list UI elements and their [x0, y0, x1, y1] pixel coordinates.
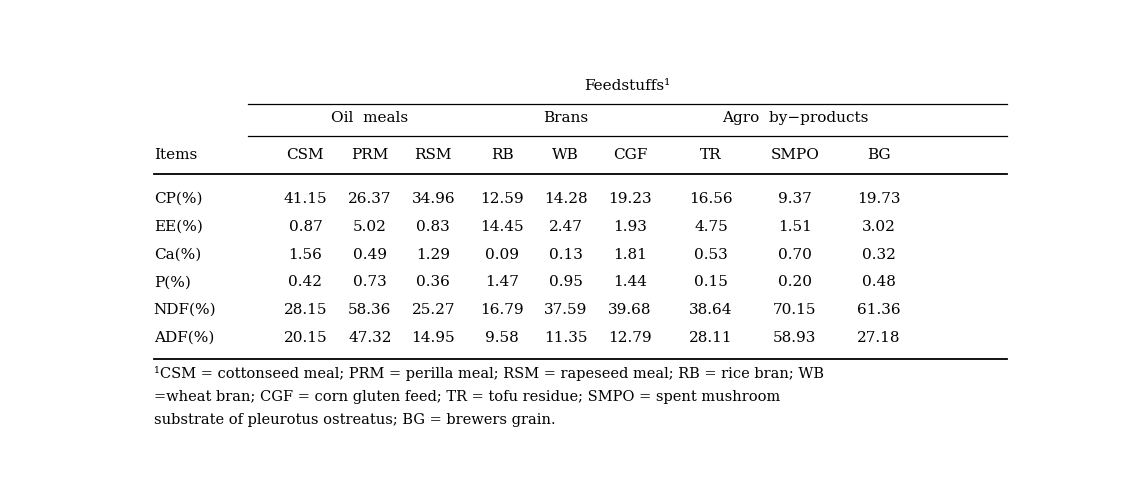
Text: 28.11: 28.11 [690, 331, 733, 345]
Text: 0.83: 0.83 [417, 220, 451, 234]
Text: Agro  by−products: Agro by−products [721, 111, 868, 125]
Text: 0.53: 0.53 [694, 248, 728, 261]
Text: 1.44: 1.44 [613, 275, 648, 290]
Text: 0.70: 0.70 [778, 248, 811, 261]
Text: 0.15: 0.15 [694, 275, 728, 290]
Text: 1.81: 1.81 [613, 248, 646, 261]
Text: 1.51: 1.51 [778, 220, 811, 234]
Text: 0.20: 0.20 [778, 275, 811, 290]
Text: Brans: Brans [544, 111, 588, 125]
Text: CSM: CSM [287, 148, 324, 162]
Text: 9.58: 9.58 [485, 331, 519, 345]
Text: 0.32: 0.32 [861, 248, 896, 261]
Text: P(%): P(%) [154, 275, 190, 290]
Text: 0.42: 0.42 [288, 275, 322, 290]
Text: substrate of pleurotus ostreatus; BG = brewers grain.: substrate of pleurotus ostreatus; BG = b… [154, 413, 555, 427]
Text: 3.02: 3.02 [861, 220, 896, 234]
Text: 1.56: 1.56 [288, 248, 322, 261]
Text: RB: RB [490, 148, 513, 162]
Text: 27.18: 27.18 [857, 331, 900, 345]
Text: 12.59: 12.59 [480, 192, 523, 205]
Text: 1.93: 1.93 [613, 220, 646, 234]
Text: Items: Items [154, 148, 197, 162]
Text: 70.15: 70.15 [773, 303, 817, 317]
Text: 41.15: 41.15 [283, 192, 328, 205]
Text: =wheat bran; CGF = corn gluten feed; TR = tofu residue; SMPO = spent mushroom: =wheat bran; CGF = corn gluten feed; TR … [154, 390, 780, 404]
Text: 0.95: 0.95 [549, 275, 583, 290]
Text: NDF(%): NDF(%) [154, 303, 216, 317]
Text: 58.93: 58.93 [773, 331, 817, 345]
Text: TR: TR [700, 148, 721, 162]
Text: 38.64: 38.64 [690, 303, 733, 317]
Text: 61.36: 61.36 [857, 303, 900, 317]
Text: 14.95: 14.95 [412, 331, 455, 345]
Text: 1.29: 1.29 [417, 248, 451, 261]
Text: 39.68: 39.68 [608, 303, 652, 317]
Text: 0.87: 0.87 [289, 220, 322, 234]
Text: Oil  meals: Oil meals [331, 111, 407, 125]
Text: 5.02: 5.02 [353, 220, 387, 234]
Text: 0.36: 0.36 [417, 275, 451, 290]
Text: CP(%): CP(%) [154, 192, 203, 205]
Text: Ca(%): Ca(%) [154, 248, 201, 261]
Text: 4.75: 4.75 [694, 220, 728, 234]
Text: 25.27: 25.27 [412, 303, 455, 317]
Text: 26.37: 26.37 [348, 192, 391, 205]
Text: 0.73: 0.73 [353, 275, 387, 290]
Text: EE(%): EE(%) [154, 220, 203, 234]
Text: BG: BG [867, 148, 891, 162]
Text: 0.09: 0.09 [485, 248, 519, 261]
Text: 16.56: 16.56 [690, 192, 733, 205]
Text: 20.15: 20.15 [283, 331, 328, 345]
Text: 19.23: 19.23 [608, 192, 652, 205]
Text: 34.96: 34.96 [412, 192, 455, 205]
Text: 19.73: 19.73 [857, 192, 900, 205]
Text: 14.28: 14.28 [544, 192, 587, 205]
Text: 0.48: 0.48 [861, 275, 896, 290]
Text: RSM: RSM [414, 148, 452, 162]
Text: 11.35: 11.35 [544, 331, 587, 345]
Text: SMPO: SMPO [770, 148, 819, 162]
Text: 47.32: 47.32 [348, 331, 391, 345]
Text: 12.79: 12.79 [608, 331, 652, 345]
Text: ¹CSM = cottonseed meal; PRM = perilla meal; RSM = rapeseed meal; RB = rice bran;: ¹CSM = cottonseed meal; PRM = perilla me… [154, 366, 824, 381]
Text: 0.13: 0.13 [549, 248, 583, 261]
Text: 37.59: 37.59 [544, 303, 587, 317]
Text: Feedstuffs¹: Feedstuffs¹ [584, 79, 670, 93]
Text: 14.45: 14.45 [480, 220, 523, 234]
Text: 1.47: 1.47 [485, 275, 519, 290]
Text: 16.79: 16.79 [480, 303, 523, 317]
Text: 28.15: 28.15 [283, 303, 327, 317]
Text: 58.36: 58.36 [348, 303, 391, 317]
Text: 2.47: 2.47 [549, 220, 583, 234]
Text: ADF(%): ADF(%) [154, 331, 214, 345]
Text: CGF: CGF [612, 148, 648, 162]
Text: 0.49: 0.49 [353, 248, 387, 261]
Text: WB: WB [552, 148, 579, 162]
Text: PRM: PRM [352, 148, 388, 162]
Text: 9.37: 9.37 [778, 192, 811, 205]
